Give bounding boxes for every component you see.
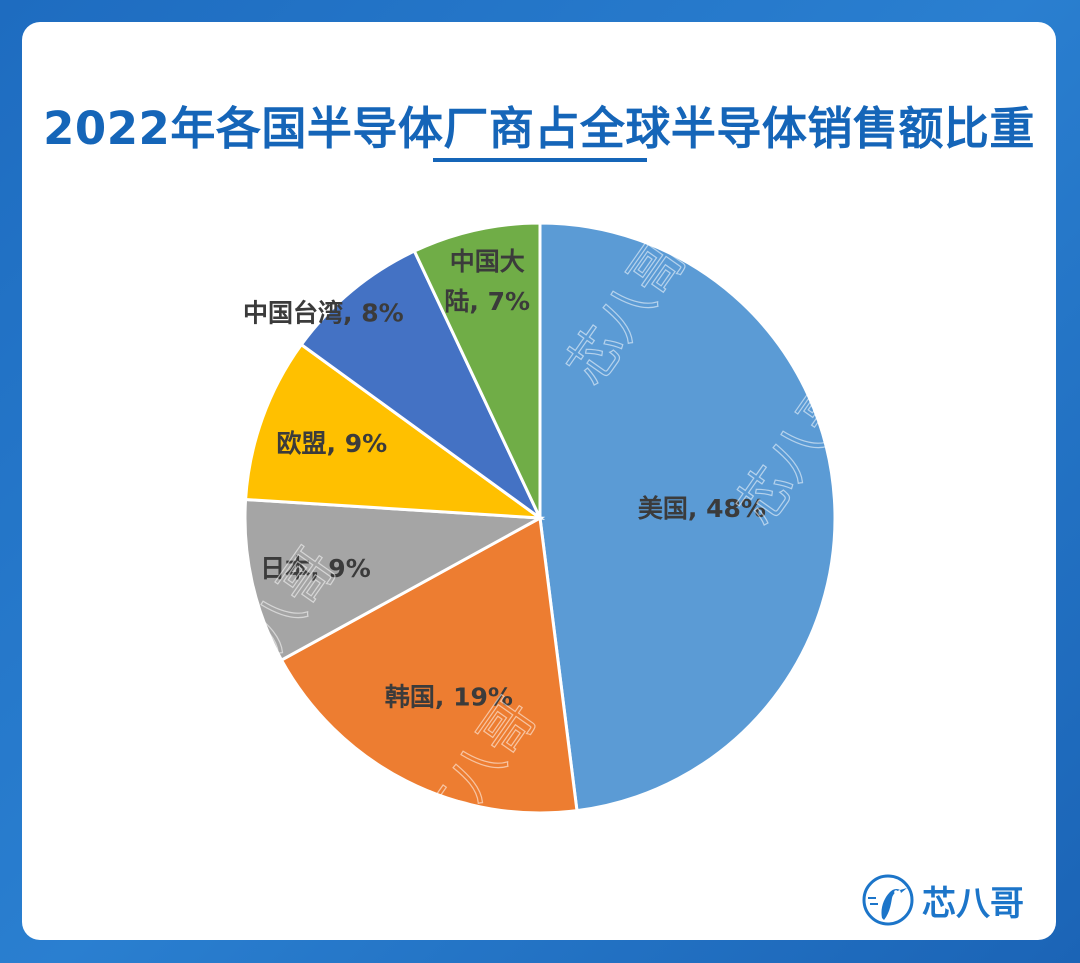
slice-label-1: 美国, 48% xyxy=(638,494,766,523)
brand-name: 芯八哥 xyxy=(922,883,1024,924)
slice-label-2: 韩国, 19% xyxy=(385,683,513,712)
slice-label-6: 中国大陆, 7% xyxy=(444,247,530,316)
chart-card: 2022年各国半导体厂商占全球半导体销售额比重 美国, 48% 韩国, 19% 日本… xyxy=(22,22,1056,940)
brand-logo: 芯八哥 xyxy=(860,870,1024,930)
pie-slice-3 xyxy=(243,497,546,663)
pie-slice-6 xyxy=(412,221,542,519)
pie-slice-1 xyxy=(538,221,837,813)
chart-title: 2022年各国半导体厂商占全球半导体销售额比重 xyxy=(43,102,1035,155)
title-underline xyxy=(433,158,647,162)
pie-slice-2 xyxy=(279,515,579,815)
bird-logo-icon xyxy=(862,874,914,926)
slice-label-3: 日本, 9% xyxy=(260,554,371,583)
slice-label-4: 欧盟, 9% xyxy=(277,429,388,458)
pie-slice-5 xyxy=(299,249,542,520)
pie-slice-4 xyxy=(243,342,546,520)
pie-chart: 美国, 48% 韩国, 19% 日本, 9% 欧盟, 9% 中国台湾, 8% 中国大陆, … xyxy=(204,221,870,856)
slice-label-5: 中国台湾, 8% xyxy=(243,299,404,328)
